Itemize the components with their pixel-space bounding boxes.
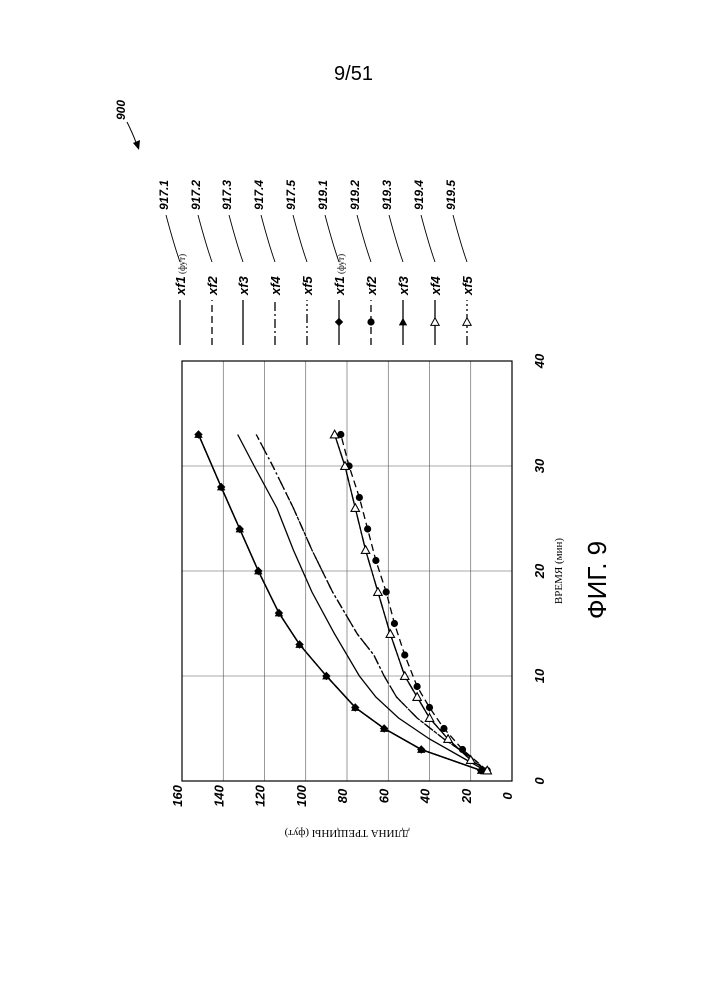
legend-item: xf5 917.5 — [284, 180, 315, 345]
series-layer — [194, 430, 491, 774]
legend-label: xf3 — [236, 275, 251, 296]
data-point — [401, 672, 409, 680]
y-tick-label: 100 — [294, 784, 309, 806]
legend-label: xf4 — [268, 275, 283, 296]
legend-marker — [463, 318, 471, 326]
legend-reference-numeral: 919.4 — [412, 180, 426, 210]
x-tick-label: 20 — [532, 563, 547, 579]
y-tick-label: 80 — [335, 788, 350, 803]
legend-reference-numeral: 917.1 — [157, 180, 171, 210]
y-tick-label: 20 — [459, 788, 474, 804]
y-tick-label: 40 — [418, 788, 433, 804]
x-tick-label: 10 — [532, 668, 547, 683]
legend-item: xf4 919.4 — [412, 180, 443, 345]
legend-item: xf2 917.2 — [189, 180, 220, 345]
x-axis-label: ВРЕМЯ (мин) — [553, 538, 565, 604]
y-tick-label: 140 — [211, 784, 226, 806]
legend-label: xf2 — [205, 275, 220, 296]
legend-reference-numeral: 919.5 — [444, 180, 458, 210]
figure-caption: ФИГ. 9 — [582, 541, 612, 619]
legend-reference-numeral: 917.5 — [284, 180, 298, 210]
series-919.3 — [194, 430, 485, 774]
legend-label: xf2 — [364, 275, 379, 296]
data-point — [374, 588, 382, 596]
legend-label: xf4 — [428, 275, 443, 296]
legend-item: xf3 917.3 — [220, 180, 251, 345]
data-point — [364, 525, 371, 532]
y-tick-label: 160 — [170, 784, 185, 806]
data-point — [386, 630, 394, 638]
y-tick-label: 60 — [376, 788, 391, 803]
data-point — [413, 693, 421, 701]
y-tick-label: 120 — [253, 784, 268, 806]
legend-leader — [229, 215, 243, 262]
series-line — [256, 435, 485, 771]
legend-label: xf5 — [300, 275, 315, 296]
legend-reference-numeral: 917.2 — [189, 180, 203, 210]
legend-leader — [261, 215, 275, 262]
legend-item: xf2 919.2 — [348, 180, 379, 345]
series-line — [256, 435, 485, 771]
data-point — [401, 651, 408, 658]
series-line — [335, 435, 488, 771]
data-point — [426, 704, 433, 711]
legend-reference-numeral: 919.1 — [316, 180, 330, 210]
series-917.3 — [238, 435, 486, 771]
tick-labels: 0 10 20 30 40 0 20 40 60 80 100 120 140 160 — [170, 353, 547, 807]
legend-label: xf3 — [396, 275, 411, 296]
legend-marker — [367, 318, 374, 325]
series-919.2 — [337, 431, 491, 774]
legend-reference-numeral: 917.3 — [220, 180, 234, 210]
legend-reference-numeral: 919.3 — [380, 180, 394, 210]
x-tick-label: 0 — [532, 777, 547, 785]
figure-reference-numeral: 900 — [114, 100, 128, 120]
data-point — [391, 620, 398, 627]
legend-item: xf3 919.3 — [380, 180, 411, 345]
y-axis-label: ДЛИНА ТРЕЩИНЫ (фут) — [284, 827, 409, 839]
legend-reference-numeral: 917.4 — [252, 180, 266, 210]
data-point — [351, 504, 359, 512]
legend-leader — [421, 215, 435, 262]
series-line — [341, 435, 487, 771]
legend-leader — [166, 215, 180, 262]
data-point — [383, 588, 390, 595]
chart-area: 0 10 20 30 40 0 20 40 60 80 100 120 140 160 ВРЕМЯ (ми… — [170, 353, 565, 839]
legend-reference-numeral: 919.2 — [348, 180, 362, 210]
legend-marker — [431, 318, 439, 326]
series-line — [238, 435, 486, 771]
legend-leader — [198, 215, 212, 262]
legend-label: xf1 (фут) — [173, 254, 188, 296]
x-tick-label: 40 — [532, 353, 547, 369]
chart-grid — [182, 361, 512, 781]
legend-marker — [399, 318, 407, 326]
series-919.1 — [194, 430, 485, 774]
x-tick-label: 30 — [532, 458, 547, 473]
y-tick-label: 0 — [500, 792, 515, 800]
data-point — [425, 714, 433, 722]
legend-leader — [357, 215, 371, 262]
data-point — [372, 557, 379, 564]
data-point — [414, 683, 421, 690]
legend-leader — [389, 215, 403, 262]
series-917.5 — [256, 435, 485, 771]
legend-leader — [293, 215, 307, 262]
series-917.4 — [256, 435, 485, 771]
legend-item: xf1 (фут) 919.1 — [316, 180, 347, 345]
chart-legend: xf1 (фут)917.1xf2917.2xf3917.3xf4917.4xf… — [157, 180, 475, 345]
data-point — [356, 494, 363, 501]
leader-arrow-icon — [133, 140, 140, 150]
legend-label: xf1 (фут) — [332, 254, 347, 296]
legend-leader — [453, 215, 467, 262]
legend-item: xf4 917.4 — [252, 180, 283, 345]
legend-item: xf1 (фут) 917.1 — [157, 180, 188, 345]
legend-item: xf5 919.5 — [444, 180, 475, 345]
data-point — [361, 546, 369, 554]
series-line — [335, 435, 488, 771]
legend-label: xf5 — [460, 275, 475, 296]
legend-leader — [325, 215, 339, 262]
legend-marker — [335, 318, 343, 326]
